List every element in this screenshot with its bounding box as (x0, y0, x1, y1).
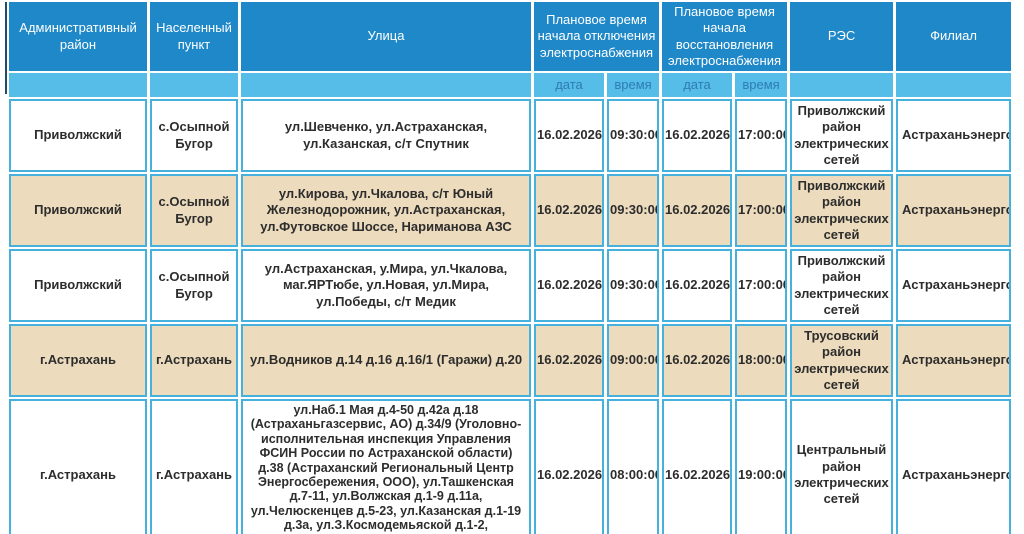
cell-outage-date: 16.02.2026 (534, 399, 604, 534)
cell-branch: Астраханьэнерго (896, 249, 1012, 322)
cell-restore-time: 19:00:00 (735, 399, 788, 534)
cell-branch: Астраханьэнерго (896, 399, 1012, 534)
cell-outage-date: 16.02.2026 (534, 99, 604, 172)
cell-settlement: г.Астрахань (150, 324, 238, 397)
cell-admin-district: Приволжский (9, 249, 147, 322)
table-row: Приволжский с.Осыпной Бугор ул.Кирова, у… (9, 174, 1012, 247)
cell-restore-date: 16.02.2026 (662, 324, 732, 397)
cell-outage-date: 16.02.2026 (534, 249, 604, 322)
cell-branch: Астраханьэнерго (896, 324, 1012, 397)
cell-restore-time: 17:00:00 (735, 174, 788, 247)
table-left-accent-line (5, 2, 7, 94)
cell-restore-date: 16.02.2026 (662, 99, 732, 172)
cell-settlement: с.Осыпной Бугор (150, 249, 238, 322)
cell-outage-time: 09:00:00 (607, 324, 659, 397)
cell-streets: ул.Водников д.14 д.16 д.16/1 (Гаражи) д.… (241, 324, 531, 397)
cell-res: Приволжский район электрических сетей (790, 174, 894, 247)
cell-restore-time: 18:00:00 (735, 324, 788, 397)
cell-outage-time: 09:30:00 (607, 99, 659, 172)
cell-settlement: с.Осыпной Бугор (150, 99, 238, 172)
cell-streets: ул.Шевченко, ул.Астраханская, ул.Казанск… (241, 99, 531, 172)
cell-restore-date: 16.02.2026 (662, 174, 732, 247)
subheader-outage-time: время (607, 73, 659, 97)
column-header-branch: Филиал (896, 2, 1012, 71)
cell-res: Приволжский район электрических сетей (790, 99, 894, 172)
subheader-restore-time: время (735, 73, 788, 97)
cell-admin-district: Приволжский (9, 99, 147, 172)
cell-res: Центральный район электрических сетей (790, 399, 894, 534)
cell-outage-date: 16.02.2026 (534, 174, 604, 247)
column-header-settlement: Населенный пункт (150, 2, 238, 71)
cell-restore-date: 16.02.2026 (662, 399, 732, 534)
cell-outage-date: 16.02.2026 (534, 324, 604, 397)
cell-settlement: с.Осыпной Бугор (150, 174, 238, 247)
table-row: г.Астрахань г.Астрахань ул.Водников д.14… (9, 324, 1012, 397)
cell-restore-time: 17:00:00 (735, 249, 788, 322)
cell-restore-date: 16.02.2026 (662, 249, 732, 322)
subheader-outage-date: дата (534, 73, 604, 97)
subheader-empty (896, 73, 1012, 97)
outage-schedule-table: Административный район Населенный пункт … (6, 0, 1014, 534)
column-header-outage-start: Плановое время начала отключения электро… (534, 2, 659, 71)
cell-outage-time: 08:00:00 (607, 399, 659, 534)
cell-restore-time: 17:00:00 (735, 99, 788, 172)
cell-admin-district: г.Астрахань (9, 324, 147, 397)
subheader-empty (790, 73, 894, 97)
cell-res: Трусовский район электрических сетей (790, 324, 894, 397)
column-header-res: РЭС (790, 2, 894, 71)
subheader-restore-date: дата (662, 73, 732, 97)
column-header-admin-district: Административный район (9, 2, 147, 71)
cell-res: Приволжский район электрических сетей (790, 249, 894, 322)
column-header-street: Улица (241, 2, 531, 71)
table-header: Административный район Населенный пункт … (9, 2, 1012, 97)
cell-streets: ул.Кирова, ул.Чкалова, с/т Юный Железнод… (241, 174, 531, 247)
subheader-empty (150, 73, 238, 97)
table-row: г.Астрахань г.Астрахань ул.Наб.1 Мая д.4… (9, 399, 1012, 534)
cell-admin-district: г.Астрахань (9, 399, 147, 534)
cell-streets: ул.Наб.1 Мая д.4-50 д.42а д.18 (Астрахан… (241, 399, 531, 534)
cell-branch: Астраханьэнерго (896, 174, 1012, 247)
table-subheader: дата время дата время (9, 73, 1012, 97)
table-row: Приволжский с.Осыпной Бугор ул.Астраханс… (9, 249, 1012, 322)
cell-settlement: г.Астрахань (150, 399, 238, 534)
cell-outage-time: 09:30:00 (607, 249, 659, 322)
subheader-empty (241, 73, 531, 97)
cell-streets: ул.Астраханская, у.Мира, ул.Чкалова, маг… (241, 249, 531, 322)
cell-outage-time: 09:30:00 (607, 174, 659, 247)
cell-branch: Астраханьэнерго (896, 99, 1012, 172)
table-body: Приволжский с.Осыпной Бугор ул.Шевченко,… (9, 99, 1012, 534)
subheader-empty (9, 73, 147, 97)
cell-admin-district: Приволжский (9, 174, 147, 247)
column-header-restore-start: Плановое время начала восстановления эле… (662, 2, 788, 71)
table-row: Приволжский с.Осыпной Бугор ул.Шевченко,… (9, 99, 1012, 172)
